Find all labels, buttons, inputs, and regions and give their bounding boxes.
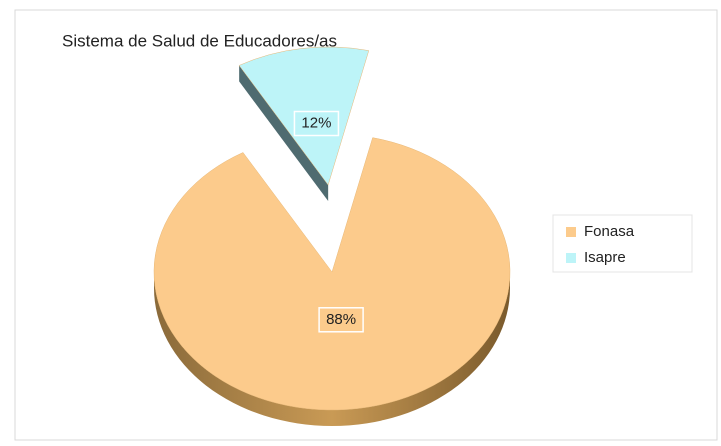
- data-label-box: [318, 307, 364, 333]
- legend-box: [552, 214, 693, 273]
- slice: [153, 137, 511, 411]
- chart-title: Sistema de Salud de Educadores/as: [62, 31, 337, 50]
- legend-label: Fonasa: [584, 223, 635, 240]
- legend-swatch: [566, 227, 576, 237]
- legend-swatch: [566, 253, 576, 263]
- data-label: 12%: [301, 114, 331, 131]
- slice-side: [239, 65, 329, 201]
- legend-label: Isapre: [584, 249, 626, 266]
- data-label: 88%: [326, 311, 356, 328]
- data-label-box: [293, 110, 340, 137]
